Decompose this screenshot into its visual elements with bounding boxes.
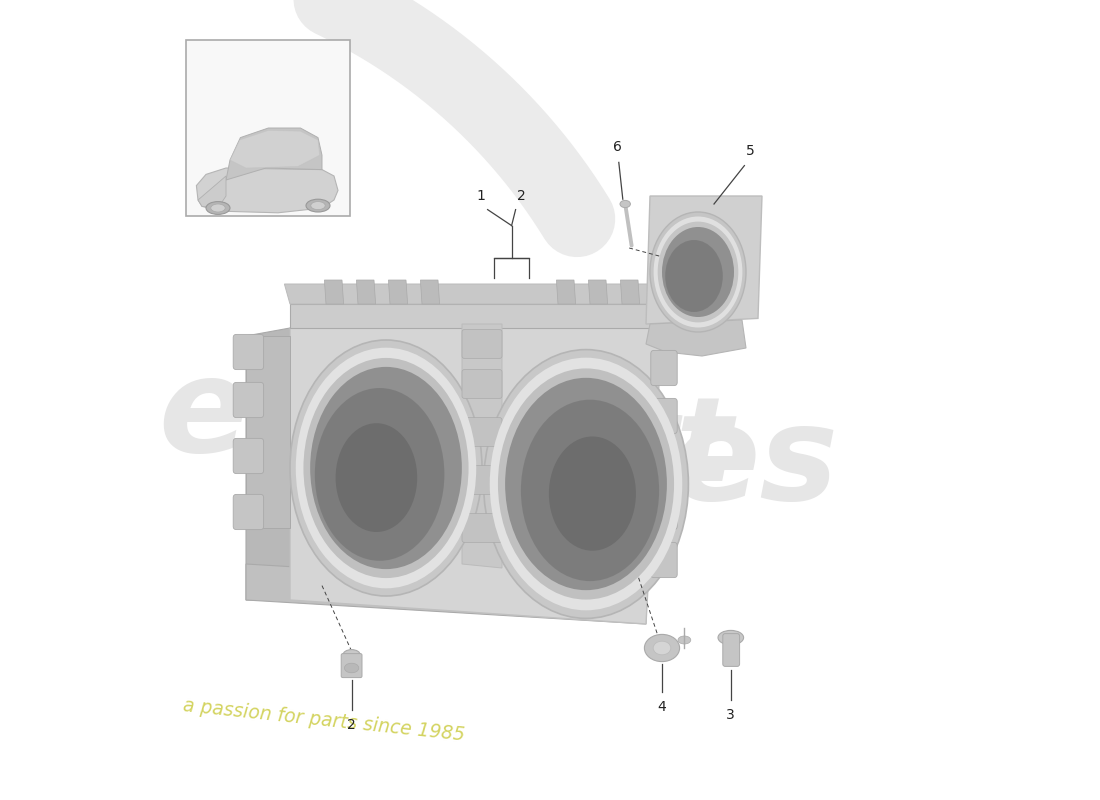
Ellipse shape [498,369,674,599]
Text: a passion for parts since 1985: a passion for parts since 1985 [182,696,465,744]
Polygon shape [324,280,343,304]
Ellipse shape [304,358,469,578]
Polygon shape [198,176,226,208]
Ellipse shape [645,634,680,662]
Polygon shape [290,328,662,624]
FancyBboxPatch shape [651,494,678,530]
FancyBboxPatch shape [462,514,502,542]
Text: opart: opart [374,390,734,506]
Text: 5: 5 [746,144,755,158]
Text: 6: 6 [613,141,621,154]
Polygon shape [246,336,290,528]
Polygon shape [646,320,746,356]
Ellipse shape [653,217,742,327]
FancyBboxPatch shape [462,418,502,446]
FancyBboxPatch shape [462,330,502,358]
Ellipse shape [505,378,667,590]
Polygon shape [557,280,575,304]
Ellipse shape [344,663,359,673]
Ellipse shape [521,400,659,581]
Ellipse shape [484,350,689,618]
Ellipse shape [296,348,476,588]
Text: es: es [670,401,838,527]
FancyBboxPatch shape [233,494,264,530]
Ellipse shape [620,200,630,208]
Polygon shape [388,280,408,304]
Polygon shape [290,304,662,328]
FancyBboxPatch shape [233,438,264,474]
Ellipse shape [310,367,462,569]
Polygon shape [620,280,639,304]
Ellipse shape [662,227,734,317]
Polygon shape [356,280,375,304]
FancyBboxPatch shape [462,466,502,494]
Polygon shape [462,324,502,568]
Polygon shape [588,280,607,304]
Ellipse shape [336,423,417,532]
Ellipse shape [315,388,444,561]
Ellipse shape [658,222,738,322]
Ellipse shape [311,202,326,210]
Ellipse shape [549,437,636,550]
Polygon shape [246,564,646,624]
Polygon shape [285,284,662,304]
Polygon shape [246,328,290,600]
FancyBboxPatch shape [651,350,678,386]
Polygon shape [197,168,338,213]
FancyBboxPatch shape [651,542,678,578]
FancyBboxPatch shape [651,446,678,482]
Ellipse shape [666,240,723,312]
Ellipse shape [343,650,361,661]
Polygon shape [226,128,322,180]
Text: eur: eur [158,353,407,479]
FancyBboxPatch shape [233,334,264,370]
Ellipse shape [211,204,226,212]
FancyBboxPatch shape [462,370,502,398]
Ellipse shape [206,202,230,214]
Text: 4: 4 [658,700,667,714]
Ellipse shape [650,212,746,332]
FancyBboxPatch shape [651,398,678,434]
Ellipse shape [490,358,682,610]
FancyBboxPatch shape [186,40,350,216]
FancyBboxPatch shape [233,382,264,418]
Polygon shape [230,130,320,168]
Ellipse shape [290,340,482,596]
Polygon shape [420,280,440,304]
Polygon shape [646,196,762,324]
Ellipse shape [718,630,744,645]
Ellipse shape [653,642,671,654]
FancyBboxPatch shape [723,634,739,666]
Text: 2: 2 [348,718,356,731]
Ellipse shape [678,636,691,644]
Ellipse shape [306,199,330,212]
Text: 2: 2 [517,190,526,203]
FancyBboxPatch shape [341,654,362,678]
Text: 1: 1 [476,190,485,203]
Text: 3: 3 [726,708,735,722]
